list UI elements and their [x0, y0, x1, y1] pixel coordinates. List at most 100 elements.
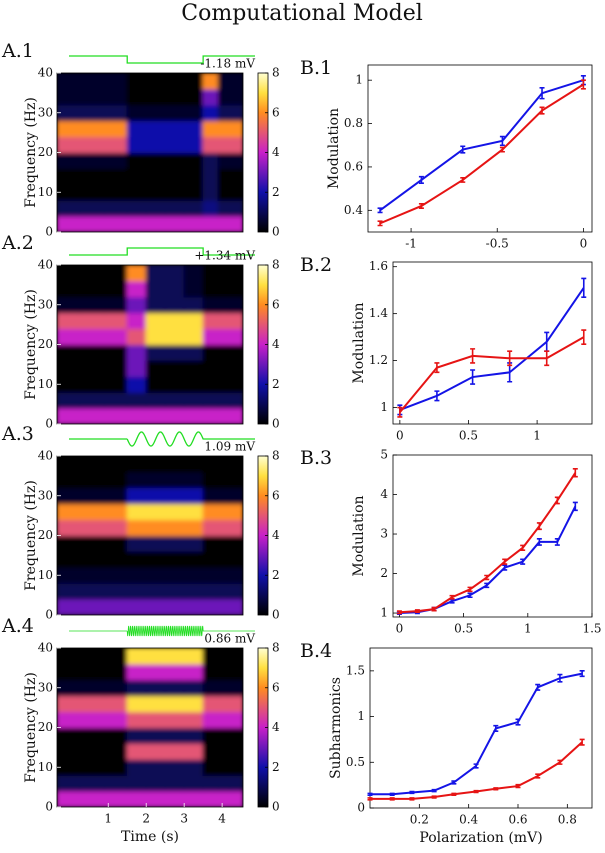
heatmap-cell	[183, 344, 204, 361]
heatmap-cell	[202, 648, 219, 665]
colorbar-tick-label: 8	[272, 66, 280, 80]
colorbar-tick-label: 6	[272, 488, 280, 502]
heatmap-cell	[145, 312, 166, 330]
heatmap-cell	[79, 774, 105, 792]
heatmap-cell	[202, 679, 219, 697]
x-tick-label: 4	[218, 812, 226, 826]
heatmap-cell	[164, 519, 185, 536]
heatmap-cell	[57, 280, 81, 298]
heatmap-cell	[103, 296, 128, 314]
heatmap-cell	[183, 120, 204, 138]
heatmap-cell	[164, 183, 185, 201]
heatmap-cell	[202, 711, 219, 728]
heatmap-cell	[217, 312, 231, 330]
y-axis-label: Frequency (Hz)	[23, 480, 39, 591]
heatmap-cell	[145, 679, 166, 697]
y-tick-label: 0.8	[344, 116, 363, 130]
heatmap-cell	[164, 73, 185, 90]
panel-label: A.2	[1, 232, 34, 254]
heatmap-cell	[183, 519, 204, 536]
heatmap-cell	[103, 312, 128, 330]
heatmap-cell	[126, 648, 147, 665]
y-tick-label: 1	[380, 606, 388, 620]
heatmap-cell	[164, 296, 185, 314]
heatmap-cell	[229, 727, 243, 744]
heatmap-cell	[229, 487, 243, 505]
heatmap-cell	[57, 407, 81, 424]
heatmap-cell	[126, 663, 147, 681]
error-bar	[539, 106, 545, 115]
heatmap-cell	[79, 199, 105, 217]
heatmap-cell	[183, 648, 204, 665]
heatmap-cell	[202, 280, 219, 298]
x-tick-label: -1	[405, 237, 417, 251]
heatmap-cell	[79, 167, 105, 185]
heatmap-cell	[164, 456, 185, 473]
error-bar	[581, 329, 587, 345]
y-tick-label: 0	[45, 608, 53, 622]
heatmap-cell	[217, 296, 231, 314]
plot-frame	[369, 647, 593, 809]
colorbar-tick-label: 8	[272, 641, 280, 655]
stimulus-label: 1.09 mV	[204, 440, 255, 454]
heatmap-cell	[217, 598, 231, 615]
heatmap-cell	[164, 359, 185, 377]
x-tick-label: 0	[396, 429, 404, 443]
error-bar	[397, 406, 403, 418]
heatmap-cell	[145, 167, 166, 185]
heatmap-cell	[217, 167, 231, 185]
heatmap-cell	[126, 487, 147, 505]
heatmap-cell	[183, 758, 204, 776]
heatmap-cell	[126, 582, 147, 600]
heatmap-cell	[126, 519, 147, 536]
x-tick-label: 0.2	[410, 813, 429, 827]
heatmap-cell	[126, 73, 147, 90]
heatmap-cell	[202, 375, 219, 393]
error-bar	[535, 683, 541, 691]
heatmap-cell	[202, 487, 219, 505]
heatmap-cell	[79, 503, 105, 521]
heatmap-cell	[183, 598, 204, 615]
heatmap-cell	[145, 280, 166, 298]
y-tick-label: 1.6	[369, 259, 388, 273]
heatmap-cell	[79, 727, 105, 744]
heatmap-cell	[229, 742, 243, 760]
heatmap-cell	[103, 648, 128, 665]
heatmap-cell	[103, 136, 128, 153]
heatmap-cell	[145, 199, 166, 217]
stimulus-label: 0.86 mV	[204, 632, 255, 646]
heatmap-cell	[183, 503, 204, 521]
heatmap-cell	[202, 598, 219, 615]
heatmap-cell	[217, 199, 231, 217]
heatmap-cell	[217, 73, 231, 90]
heatmap-cell	[79, 582, 105, 600]
error-bar	[396, 610, 402, 615]
heatmap-cell	[145, 648, 166, 665]
y-tick-label: 10	[38, 760, 53, 774]
heatmap-cell	[229, 471, 243, 489]
panel-label: B.4	[300, 640, 332, 662]
heatmap-cell	[145, 136, 166, 153]
heatmap-cell	[103, 790, 128, 807]
heatmap-cell	[79, 742, 105, 760]
heatmap-cell	[103, 183, 128, 201]
heatmap-cell	[126, 344, 147, 361]
heatmap-cell	[79, 679, 105, 697]
error-bar	[431, 606, 437, 612]
error-bar	[535, 773, 541, 779]
heatmap-cell	[126, 88, 147, 106]
y-axis-label: Frequency (Hz)	[23, 672, 39, 783]
heatmap-cell	[57, 790, 81, 807]
y-axis-label: Frequency (Hz)	[23, 97, 39, 208]
heatmap-cell	[57, 104, 81, 122]
stimulus-waveform	[69, 247, 255, 256]
heatmap-cell	[57, 183, 81, 201]
error-bar	[544, 331, 550, 353]
error-bar	[557, 759, 563, 765]
y-tick-label: 1	[380, 400, 388, 414]
heatmap-cell	[79, 487, 105, 505]
data-line	[370, 672, 583, 796]
heatmap-cell	[103, 695, 128, 713]
heatmap-cell	[57, 136, 81, 153]
x-tick-label: 0.6	[508, 813, 527, 827]
